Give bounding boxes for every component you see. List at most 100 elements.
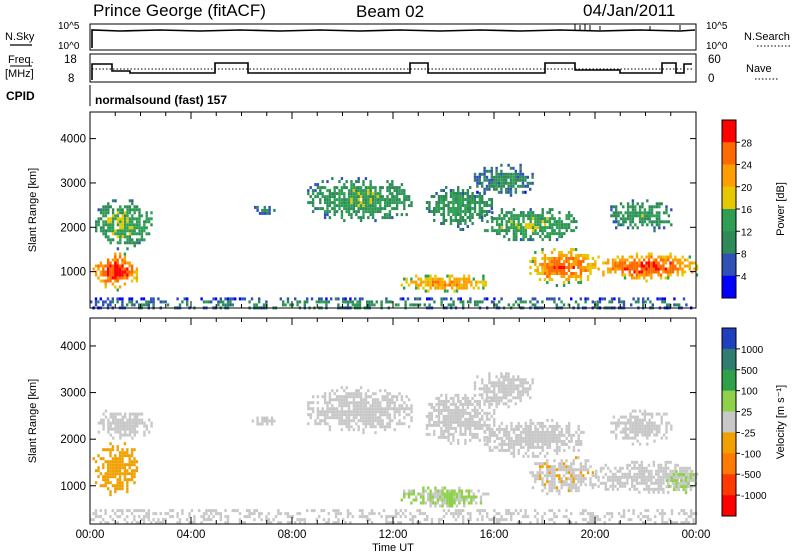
scatter-cell (378, 512, 381, 516)
scatter-cell (164, 300, 167, 304)
scatter-cell (457, 408, 460, 412)
scatter-cell (331, 195, 334, 199)
scatter-cell (466, 216, 469, 219)
scatter-cell (548, 480, 551, 484)
scatter-cell (469, 201, 472, 204)
scatter-cell (145, 211, 148, 215)
scatter-cell (321, 195, 324, 199)
scatter-cell (210, 512, 213, 516)
scatter-cell (565, 278, 568, 281)
scatter-cell (567, 260, 571, 263)
scatter-cell (417, 492, 420, 496)
scatter-cell (484, 492, 487, 496)
scatter-cell (555, 257, 559, 260)
scatter-cell (524, 381, 527, 385)
y-tick-label: 3000 (60, 388, 86, 400)
scatter-cell (130, 451, 134, 455)
scatter-cell (546, 263, 549, 266)
scatter-cell (116, 217, 120, 221)
scatter-cell (493, 399, 496, 403)
scatter-cell (519, 384, 522, 388)
scatter-cell (567, 281, 571, 284)
scatter-cell (371, 198, 375, 202)
scatter-cell (340, 210, 344, 214)
scatter-cell (567, 483, 571, 487)
velocity-x-axis: 00:00 04:00 08:00 12:00 16:00 20:00 00:00 (76, 318, 710, 541)
scatter-cell (469, 432, 472, 436)
scatter-cell (662, 469, 665, 473)
scatter-cell (171, 515, 174, 519)
scatter-cell (469, 515, 472, 519)
scatter-cell (133, 205, 136, 209)
scatter-cell (258, 512, 261, 516)
scatter-cell (398, 201, 401, 205)
scatter-cell (457, 438, 460, 442)
scatter-cell (490, 172, 493, 176)
scatter-cell (164, 512, 167, 516)
scatter-cell (493, 390, 496, 394)
scatter-cell (314, 183, 317, 187)
scatter-cell (534, 424, 537, 428)
scatter-cell (474, 300, 477, 304)
scatter-cell (303, 300, 306, 304)
nsky-spikes (574, 24, 681, 30)
scatter-cell (463, 280, 466, 284)
scatter-cell (374, 201, 377, 205)
scatter-cell (478, 420, 481, 424)
scatter-cell (507, 163, 510, 167)
scatter-cell (643, 424, 647, 428)
scatter-cell (147, 518, 150, 522)
scatter-cell (507, 381, 510, 385)
scatter-cell (493, 439, 496, 443)
scatter-cell (128, 454, 131, 458)
scatter-cell (104, 472, 107, 476)
scatter-cell (648, 211, 651, 215)
scatter-cell (398, 392, 401, 396)
scatter-cell (621, 264, 624, 268)
scatter-cell (524, 427, 528, 431)
scatter-cell (543, 263, 547, 266)
scatter-cell (555, 433, 559, 437)
scatter-cell (522, 300, 525, 304)
scatter-cell (449, 210, 453, 213)
scatter-cell (631, 205, 635, 209)
scatter-cell (390, 521, 393, 525)
scatter-cell (507, 512, 510, 516)
scatter-cell (446, 492, 449, 496)
scatter-cell (550, 297, 554, 301)
scatter-cell (104, 481, 107, 485)
scatter-cell (652, 258, 655, 262)
scatter-cell (640, 273, 643, 277)
scatter-cell (521, 181, 525, 185)
scatter-cell (687, 485, 690, 489)
scatter-cell (481, 198, 484, 201)
scatter-cell (515, 442, 518, 446)
scatter-cell (385, 300, 388, 304)
scatter-cell (670, 509, 674, 513)
scatter-cell (529, 217, 532, 221)
scatter-cell (505, 384, 508, 388)
scatter-cell (471, 213, 474, 216)
scatter-cell (243, 521, 246, 525)
scatter-cell (626, 478, 629, 482)
scatter-cell (126, 270, 129, 274)
scatter-cell (579, 263, 583, 266)
scatter-cell (455, 492, 459, 496)
scatter-cell (497, 387, 501, 391)
scatter-cell (483, 420, 486, 424)
scatter-cell (628, 267, 631, 271)
scatter-cell (623, 267, 627, 271)
scatter-cell (387, 521, 390, 525)
scatter-cell (548, 445, 552, 449)
scatter-cell (364, 392, 368, 396)
scatter-cell (123, 229, 127, 233)
scatter-cell (114, 487, 117, 491)
scatter-cell (624, 427, 627, 431)
scatter-cell (403, 277, 406, 281)
scatter-cell (604, 487, 607, 491)
scatter-cell (111, 217, 115, 221)
scatter-cell (473, 207, 477, 210)
scatter-cell (634, 421, 637, 425)
scatter-cell (322, 518, 326, 522)
scatter-cell (527, 442, 530, 446)
